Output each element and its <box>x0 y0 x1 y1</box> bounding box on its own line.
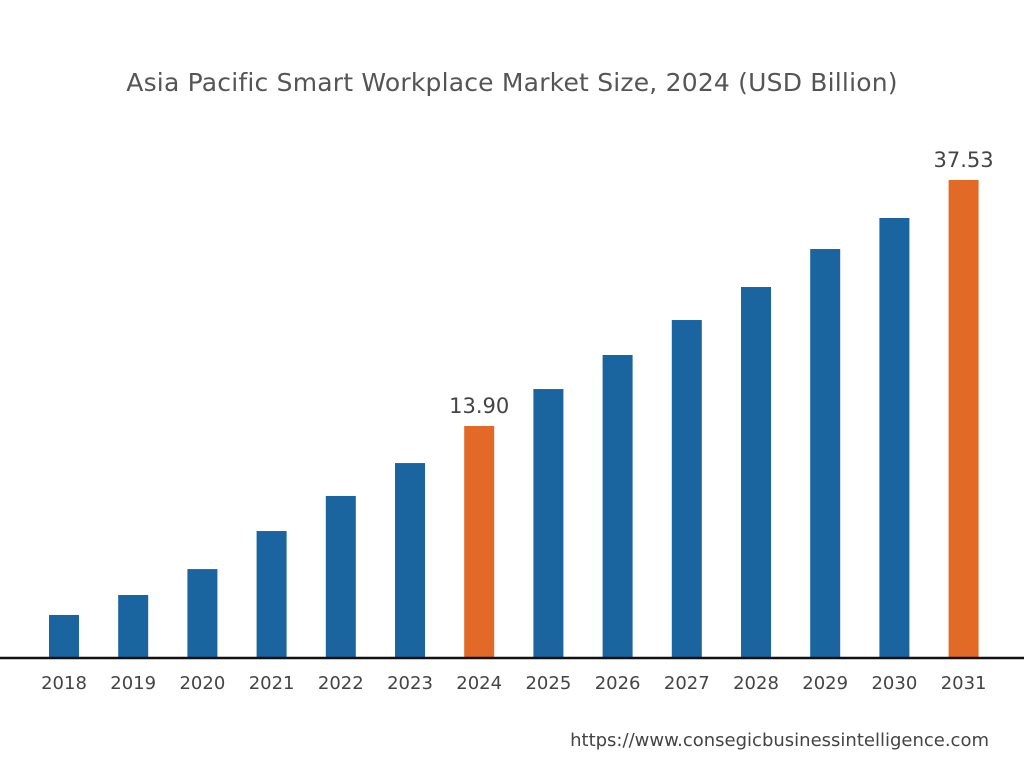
source-url: https://www.consegicbusinessintelligence… <box>570 730 989 751</box>
x-tick-label: 2029 <box>802 673 848 694</box>
bar-2026 <box>602 355 633 657</box>
bar-2031 <box>948 180 979 657</box>
bar-2018 <box>49 614 79 657</box>
chart-title: Asia Pacific Smart Workplace Market Size… <box>126 68 898 97</box>
x-tick-label: 2023 <box>387 673 433 694</box>
x-tick-label: 2024 <box>456 673 502 694</box>
bar-2027 <box>671 320 702 657</box>
x-tick-label: 2030 <box>871 673 917 694</box>
x-tick-label: 2026 <box>595 673 641 694</box>
data-label-2024: 13.90 <box>449 394 509 418</box>
bar-2019 <box>118 595 149 657</box>
bar-2030 <box>879 217 910 658</box>
bar-2022 <box>325 495 356 657</box>
x-tick-label: 2025 <box>525 673 571 694</box>
bar-2021 <box>256 531 287 657</box>
bar-2028 <box>741 287 771 657</box>
x-tick-label: 2031 <box>941 673 987 694</box>
data-label-2031: 37.53 <box>934 148 994 172</box>
x-tick-label: 2020 <box>179 673 225 694</box>
x-tick-label: 2021 <box>249 673 295 694</box>
bar-2025 <box>533 389 564 657</box>
x-tick-label: 2022 <box>318 673 364 694</box>
x-tick-label: 2019 <box>110 673 156 694</box>
bar-2020 <box>187 569 218 657</box>
bar-2024 <box>464 426 495 657</box>
x-tick-label: 2027 <box>664 673 710 694</box>
x-tick-label: 2028 <box>733 673 779 694</box>
x-tick-label: 2018 <box>41 673 87 694</box>
bar-2029 <box>810 249 841 657</box>
bar-2023 <box>395 463 425 657</box>
